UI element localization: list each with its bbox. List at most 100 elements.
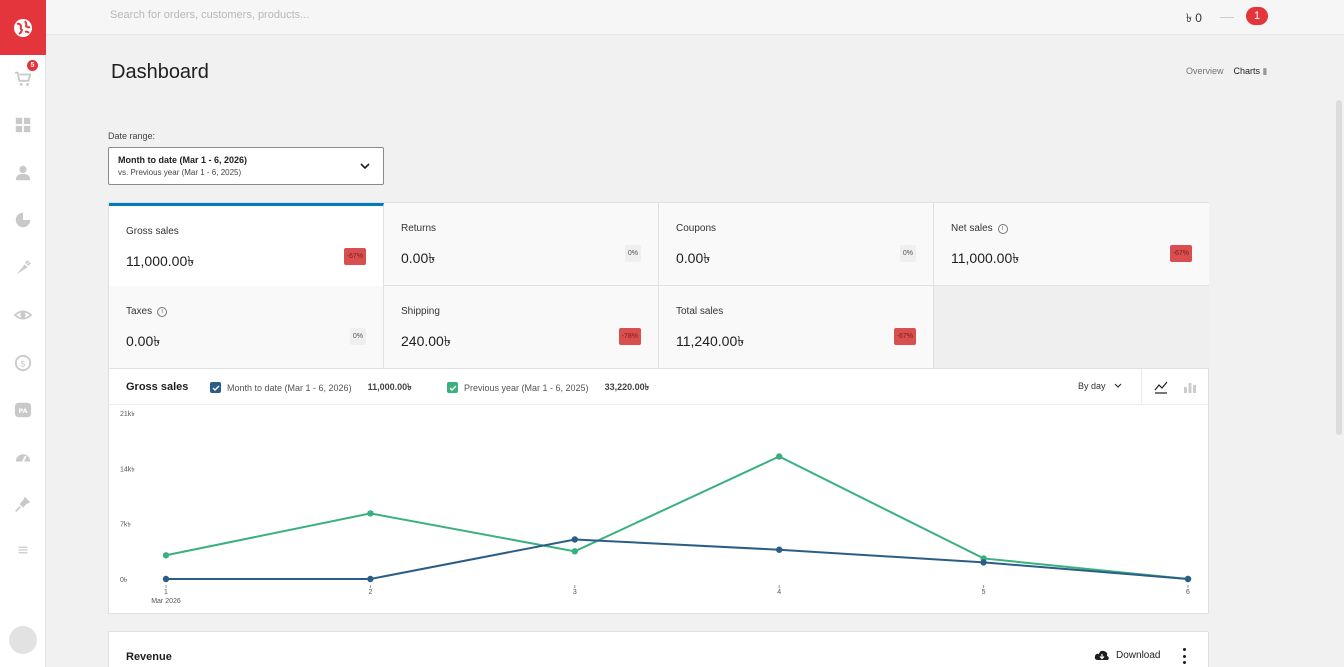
card-label: Net sales i xyxy=(951,223,1008,234)
sidebar-menu-toggle[interactable] xyxy=(0,537,46,563)
card-label: Taxes i xyxy=(126,306,168,317)
pin-icon xyxy=(15,496,31,512)
scrollbar[interactable] xyxy=(1336,100,1342,435)
cart-count-badge: 5 xyxy=(27,60,38,71)
sidebar-item-performance[interactable] xyxy=(0,444,46,470)
y-tick-label: 14k৳ xyxy=(120,465,135,473)
card-coupons[interactable]: Coupons 0.00৳ 0% xyxy=(659,203,934,286)
series-line xyxy=(166,538,1189,580)
sidebar-item-dashboard[interactable] xyxy=(0,112,46,138)
line-chart-icon xyxy=(1154,381,1168,394)
search-input[interactable] xyxy=(110,9,710,21)
card-net-sales[interactable]: Net sales i 11,000.00৳ -67% xyxy=(934,203,1209,286)
revenue-panel: Revenue Download xyxy=(108,631,1209,667)
info-icon[interactable]: i xyxy=(157,306,168,317)
overview-link[interactable]: Overview xyxy=(1186,66,1224,76)
card-total-sales[interactable]: Total sales 11,240.00৳ -67% xyxy=(659,286,934,369)
legend-previous-label: Previous year (Mar 1 - 6, 2025) xyxy=(464,382,589,393)
card-label-text: Net sales xyxy=(951,223,993,234)
card-returns[interactable]: Returns 0.00৳ 0% xyxy=(384,203,659,286)
balance-display[interactable]: ৳ 0 xyxy=(1186,11,1202,25)
card-gross-sales[interactable]: Gross sales 11,000.00৳ -67% xyxy=(109,203,384,287)
card-taxes[interactable]: Taxes i 0.00৳ 0% xyxy=(109,286,384,369)
data-point xyxy=(367,575,374,583)
data-point xyxy=(980,559,987,566)
pa-badge-icon: PA xyxy=(14,402,32,418)
notification-badge[interactable]: 1 xyxy=(1246,7,1268,25)
data-point xyxy=(162,552,170,559)
delta-badge: 0% xyxy=(624,245,641,262)
card-value: 0.00৳ xyxy=(676,250,711,266)
cloud-download-icon xyxy=(1094,650,1109,660)
charts-link[interactable]: Charts ▮ xyxy=(1234,66,1268,77)
divider xyxy=(1220,17,1234,18)
globe-icon xyxy=(14,18,32,37)
card-value: 0.00৳ xyxy=(126,333,161,349)
chevron-down-icon xyxy=(1114,383,1121,388)
date-range-compare: vs. Previous year (Mar 1 - 6, 2025) xyxy=(118,168,242,177)
y-tick-label: 21k৳ xyxy=(120,410,135,418)
download-button[interactable]: Download xyxy=(1094,649,1160,661)
top-bar: ৳ 0 1 xyxy=(46,0,1344,35)
legend-current-total: 11,000.00৳ xyxy=(367,382,412,392)
sidebar-item-pa[interactable]: PA xyxy=(0,397,46,423)
x-tick-label: 4 xyxy=(777,589,781,596)
x-tick-label: 1 xyxy=(164,589,168,596)
delta-badge: -67% xyxy=(343,248,366,265)
sidebar-item-pinned[interactable] xyxy=(0,491,46,517)
svg-text:PA: PA xyxy=(19,408,28,415)
card-shipping[interactable]: Shipping 240.00৳ -78% xyxy=(384,286,659,369)
dollar-circle-icon: $ xyxy=(14,354,32,372)
card-label: Coupons xyxy=(676,223,716,234)
y-tick-label: 7k৳ xyxy=(120,521,131,529)
delta-badge: -78% xyxy=(618,328,641,345)
interval-select[interactable]: By day xyxy=(1078,381,1122,391)
x-tick-label: 2 xyxy=(368,589,372,596)
legend-current[interactable]: Month to date (Mar 1 - 6, 2026) 11,000.0… xyxy=(210,380,412,395)
more-options-button[interactable] xyxy=(1177,648,1191,664)
delta-badge: -67% xyxy=(1169,245,1192,262)
divider xyxy=(1141,369,1142,405)
x-tick-label: 6 xyxy=(1186,589,1190,596)
card-value: 240.00৳ xyxy=(401,333,451,349)
x-tick-label: 5 xyxy=(982,589,986,596)
info-icon[interactable]: i xyxy=(997,223,1008,234)
gross-sales-chart-panel: Gross sales Month to date (Mar 1 - 6, 20… xyxy=(108,369,1209,614)
avatar[interactable] xyxy=(9,626,37,654)
revenue-title: Revenue xyxy=(126,651,172,663)
view-switcher: Overview Charts ▮ xyxy=(1186,66,1268,77)
sidebar-item-analytics[interactable] xyxy=(0,207,46,233)
data-point xyxy=(1184,575,1192,583)
cart-icon xyxy=(14,71,32,86)
bookmark-icon: ▮ xyxy=(1262,66,1268,76)
sidebar-item-marketing[interactable] xyxy=(0,255,46,281)
line-chart-button[interactable] xyxy=(1152,378,1170,396)
user-icon xyxy=(15,165,31,181)
sidebar-item-customers[interactable] xyxy=(0,160,46,186)
card-label: Returns xyxy=(401,223,436,234)
card-label: Shipping xyxy=(401,306,440,317)
checkbox-checked-icon[interactable] xyxy=(210,382,221,393)
sidebar-item-appearance[interactable] xyxy=(0,302,46,328)
legend-current-label: Month to date (Mar 1 - 6, 2026) xyxy=(227,382,352,393)
card-label: Total sales xyxy=(676,306,723,317)
sidebar-item-cart[interactable]: 5 xyxy=(0,60,46,92)
card-label-text: Total sales xyxy=(676,306,724,317)
date-range-select[interactable]: Month to date (Mar 1 - 6, 2026) vs. Prev… xyxy=(108,147,384,185)
bar-chart-button[interactable] xyxy=(1181,378,1199,396)
date-range-main: Month to date (Mar 1 - 6, 2026) xyxy=(118,155,248,165)
card-label-text: Shipping xyxy=(401,306,440,317)
chart-title: Gross sales xyxy=(126,381,189,393)
globe-logo-button[interactable] xyxy=(0,0,46,55)
sidebar: 5 $ PA xyxy=(0,0,46,667)
card-value: 0.00৳ xyxy=(401,250,436,266)
dashboard-grid-icon xyxy=(15,117,31,133)
sidebar-item-payments[interactable]: $ xyxy=(0,350,46,376)
charts-link-label: Charts xyxy=(1233,66,1261,76)
legend-previous[interactable]: Previous year (Mar 1 - 6, 2025) 33,220.0… xyxy=(447,380,649,395)
card-label-text: Taxes xyxy=(126,306,153,317)
checkbox-checked-icon[interactable] xyxy=(447,382,458,393)
summary-cards: Gross sales 11,000.00৳ -67% Returns 0.00… xyxy=(108,202,1209,369)
card-empty xyxy=(934,286,1209,369)
download-label: Download xyxy=(1116,649,1161,661)
